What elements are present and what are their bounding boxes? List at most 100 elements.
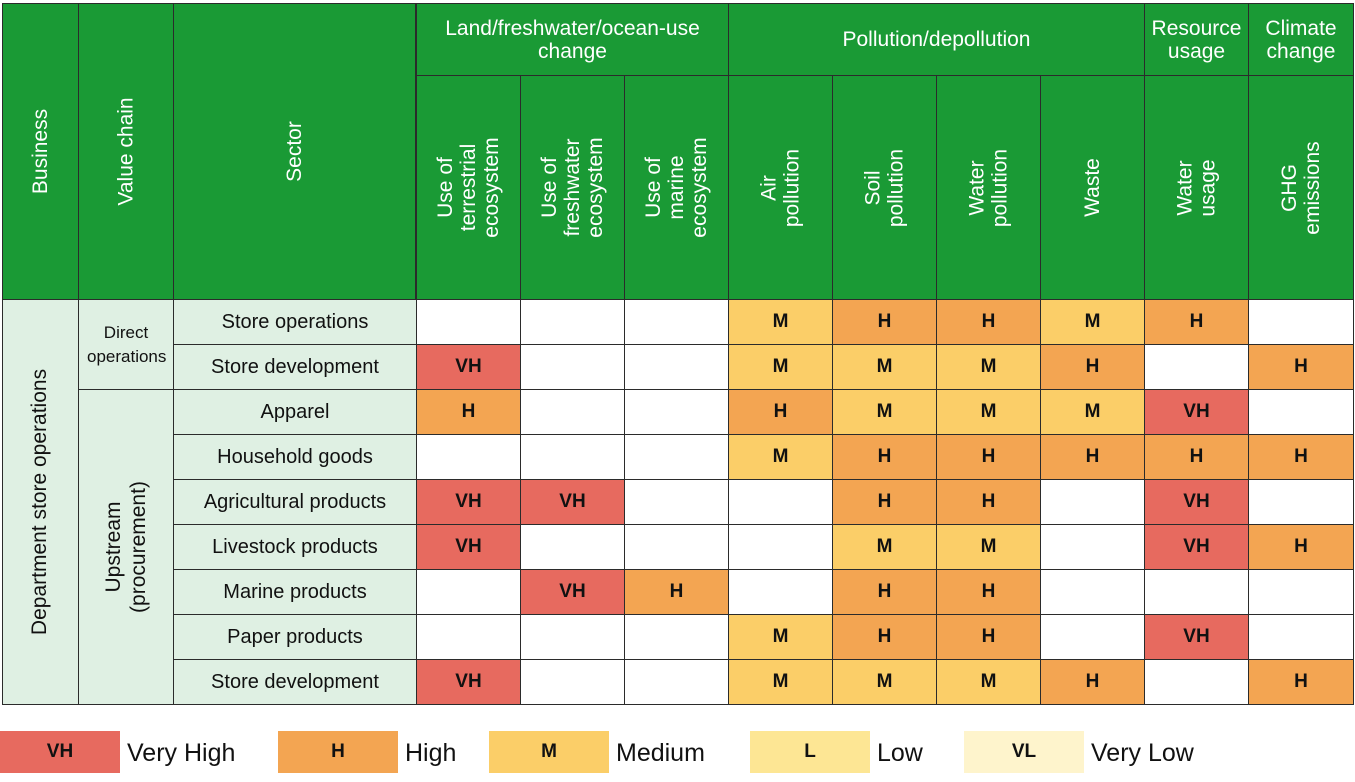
rating-cell (1040, 524, 1145, 570)
rating-cell: H (624, 569, 729, 615)
sector-label: Apparel (173, 389, 417, 435)
legend-label: Low (877, 739, 923, 767)
business-cell: Department store operations (2, 299, 79, 705)
sector-label: Store operations (173, 299, 417, 345)
rating-cell: H (936, 299, 1041, 345)
sector-label: Household goods (173, 434, 417, 480)
header-business: Business (2, 3, 79, 300)
rating-cell (1248, 389, 1354, 435)
rating-cell (624, 434, 729, 480)
rating-cell: VH (520, 479, 625, 525)
rating-cell: M (832, 524, 937, 570)
rating-cell (624, 389, 729, 435)
rating-cell (520, 524, 625, 570)
rating-cell (416, 434, 521, 480)
sector-label: Store development (173, 659, 417, 705)
rating-cell: M (936, 524, 1041, 570)
legend-swatch: M (489, 731, 609, 773)
rating-cell (520, 344, 625, 390)
header-value-chain-label: Value chain (114, 97, 138, 206)
header-group: Climate change (1248, 3, 1354, 76)
rating-cell (624, 614, 729, 660)
rating-cell: VH (416, 479, 521, 525)
rating-cell: H (728, 389, 833, 435)
header-column: Soil pollution (832, 75, 937, 300)
rating-cell: VH (1144, 614, 1249, 660)
rating-cell: VH (416, 524, 521, 570)
rating-cell: H (936, 614, 1041, 660)
rating-cell: H (832, 614, 937, 660)
legend-label: High (405, 739, 457, 767)
rating-cell (1248, 569, 1354, 615)
rating-cell (624, 479, 729, 525)
rating-cell: H (1248, 434, 1354, 480)
rating-cell (1040, 614, 1145, 660)
value-chain-upstream: Upstream (procurement) (78, 389, 174, 705)
rating-cell (624, 344, 729, 390)
header-column-label: Water usage (1173, 158, 1220, 217)
rating-cell (520, 299, 625, 345)
rating-cell (1040, 569, 1145, 615)
rating-cell (520, 434, 625, 480)
sector-label: Paper products (173, 614, 417, 660)
sector-label: Agricultural products (173, 479, 417, 525)
rating-cell: H (1144, 299, 1249, 345)
rating-cell: VH (520, 569, 625, 615)
legend-label: Very High (127, 739, 236, 767)
rating-cell: H (832, 569, 937, 615)
rating-cell (624, 524, 729, 570)
header-group: Resource usage (1144, 3, 1249, 76)
rating-cell: H (1040, 434, 1145, 480)
rating-cell (416, 614, 521, 660)
header-column: Use of marine ecosystem (624, 75, 729, 300)
rating-cell (728, 524, 833, 570)
business-label: Department store operations (28, 368, 52, 636)
header-group: Pollution/depollution (728, 3, 1145, 76)
legend-swatch: H (278, 731, 398, 773)
rating-cell: VH (416, 659, 521, 705)
rating-cell: H (1248, 344, 1354, 390)
rating-cell: M (832, 659, 937, 705)
header-column-label: GHG emissions (1278, 140, 1324, 235)
rating-cell: H (936, 569, 1041, 615)
rating-cell: M (728, 659, 833, 705)
header-group: Land/freshwater/ocean-use change (416, 3, 729, 76)
rating-cell (1248, 299, 1354, 345)
rating-cell: H (832, 299, 937, 345)
sector-label: Marine products (173, 569, 417, 615)
rating-cell (1040, 479, 1145, 525)
rating-cell: M (1040, 389, 1145, 435)
header-sector-label: Sector (282, 121, 306, 182)
rating-cell (1144, 344, 1249, 390)
header-column-label: Use of marine ecosystem (642, 137, 711, 238)
value-chain-upstream-label: Upstream (procurement) (102, 481, 150, 613)
header-sector: Sector (173, 3, 416, 300)
rating-cell: M (936, 389, 1041, 435)
header-column-label: Water pollution (965, 148, 1012, 227)
header-column-label: Soil pollution (861, 148, 908, 227)
rating-cell (1248, 479, 1354, 525)
rating-cell (416, 569, 521, 615)
legend-label: Very Low (1091, 739, 1194, 767)
rating-cell: VH (1144, 524, 1249, 570)
legend-swatch: VL (964, 731, 1084, 773)
rating-cell: M (728, 614, 833, 660)
rating-cell: M (936, 659, 1041, 705)
rating-cell: H (1040, 659, 1145, 705)
header-business-label: Business (29, 108, 52, 195)
rating-cell: H (936, 479, 1041, 525)
rating-cell: H (832, 479, 937, 525)
header-column: Use of freshwater ecosystem (520, 75, 625, 300)
rating-cell: H (1040, 344, 1145, 390)
rating-cell: VH (416, 344, 521, 390)
assessment-table: Business Value chain Sector Land/freshwa… (2, 3, 1354, 705)
legend-swatch: L (750, 731, 870, 773)
header-column: GHG emissions (1248, 75, 1354, 300)
rating-cell (520, 614, 625, 660)
rating-cell: M (832, 344, 937, 390)
header-column: Use of terrestrial ecosystem (416, 75, 521, 300)
header-column: Water usage (1144, 75, 1249, 300)
header-value-chain: Value chain (78, 3, 174, 300)
rating-cell (1144, 569, 1249, 615)
rating-cell: H (1248, 524, 1354, 570)
